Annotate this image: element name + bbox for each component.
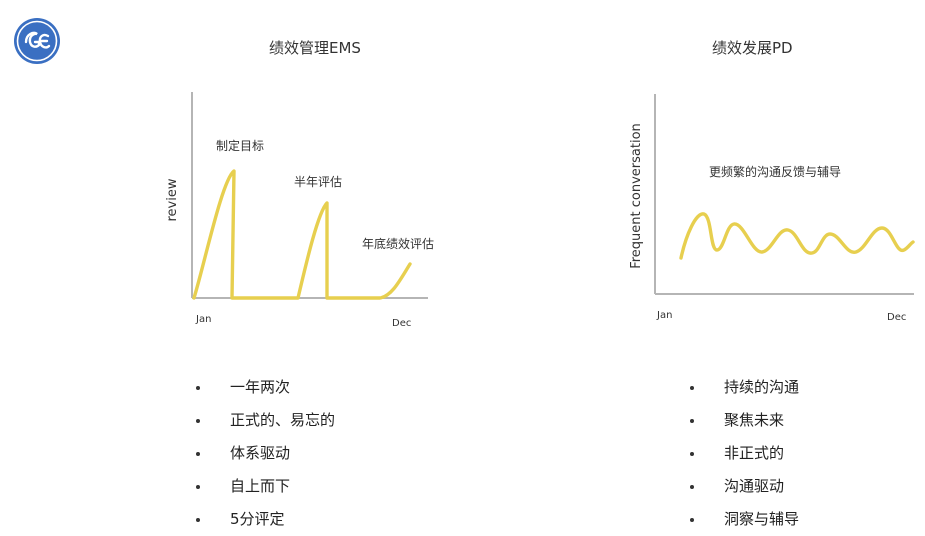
list-item: 正式的、易忘的 [192, 404, 335, 437]
right-panel-title: 绩效发展PD [712, 39, 793, 57]
pd-x-tick-jan: Jan [656, 310, 672, 321]
ems-x-tick-dec: Dec [392, 318, 411, 329]
list-item: 洞察与辅导 [686, 503, 799, 536]
pd-y-axis-label: Frequent conversation [629, 123, 644, 269]
list-item: 体系驱动 [192, 437, 335, 470]
pd-x-tick-dec: Dec [887, 312, 906, 323]
ems-annotation-yearend-review: 年底绩效评估 [362, 236, 434, 251]
list-item: 5分评定 [192, 503, 335, 536]
list-item: 持续的沟通 [686, 371, 799, 404]
left-panel-title: 绩效管理EMS [269, 39, 361, 57]
pd-annotation-frequent-feedback: 更频繁的沟通反馈与辅导 [709, 164, 841, 179]
ems-y-axis-label: review [165, 178, 180, 221]
ems-review-series-line [192, 169, 412, 300]
list-item: 聚焦未来 [686, 404, 799, 437]
list-item: 非正式的 [686, 437, 799, 470]
ems-annotation-midyear-review: 半年评估 [294, 175, 342, 189]
ems-annotation-goal-setting: 制定目标 [216, 138, 264, 153]
ge-logo-icon [12, 16, 62, 66]
pd-characteristics-list: 持续的沟通 聚焦未来 非正式的 沟通驱动 洞察与辅导 [686, 371, 799, 536]
ems-characteristics-list: 一年两次 正式的、易忘的 体系驱动 自上而下 5分评定 [192, 371, 335, 536]
ems-x-tick-jan: Jan [195, 314, 211, 325]
list-item: 自上而下 [192, 470, 335, 503]
list-item: 沟通驱动 [686, 470, 799, 503]
list-item: 一年两次 [192, 371, 335, 404]
pd-conversation-series-line [679, 212, 915, 260]
